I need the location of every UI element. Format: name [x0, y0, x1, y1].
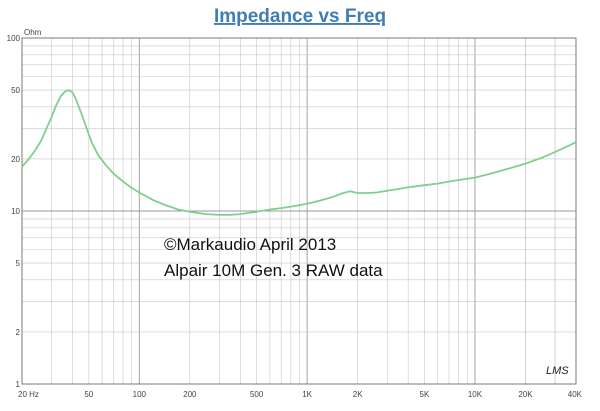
y-tick-label: 5: [16, 259, 21, 268]
impedance-series-line: [21, 89, 577, 216]
x-tick-label: 50: [84, 390, 93, 399]
annotation-copyright: ©Markaudio April 2013: [164, 235, 336, 254]
x-tick-label: 500: [250, 390, 264, 399]
x-tick-label: 20 Hz: [18, 390, 39, 399]
plot-frame: [21, 37, 577, 385]
x-tick-label: 2K: [353, 390, 363, 399]
x-tick-label: 40K: [568, 390, 583, 399]
x-tick-label: 100: [133, 390, 147, 399]
y-tick-label: 100: [7, 34, 21, 43]
y-tick-label: 20: [11, 155, 20, 164]
x-tick-label: 10K: [468, 390, 483, 399]
y-tick-label: 2: [16, 328, 21, 337]
annotation-description: Alpair 10M Gen. 3 RAW data: [164, 261, 383, 280]
y-tick-labels: 1 2 5 10 20 50 100: [7, 34, 21, 389]
y-axis-label: Ohm: [24, 28, 42, 37]
lms-logo: LMS: [546, 365, 569, 377]
y-tick-label: 50: [11, 86, 20, 95]
y-tick-label: 1: [16, 380, 21, 389]
x-tick-label: 200: [183, 390, 197, 399]
y-tick-label: 10: [11, 207, 20, 216]
x-tick-label: 1K: [302, 390, 312, 399]
grid: [21, 38, 577, 385]
x-tick-label: 20K: [518, 390, 533, 399]
chart-title: Impedance vs Freq: [214, 6, 386, 27]
x-tick-label: 5K: [420, 390, 430, 399]
x-tick-labels: 20 Hz 50 100 200 500 1K 2K 5K 10K 20K 40K: [18, 390, 583, 399]
